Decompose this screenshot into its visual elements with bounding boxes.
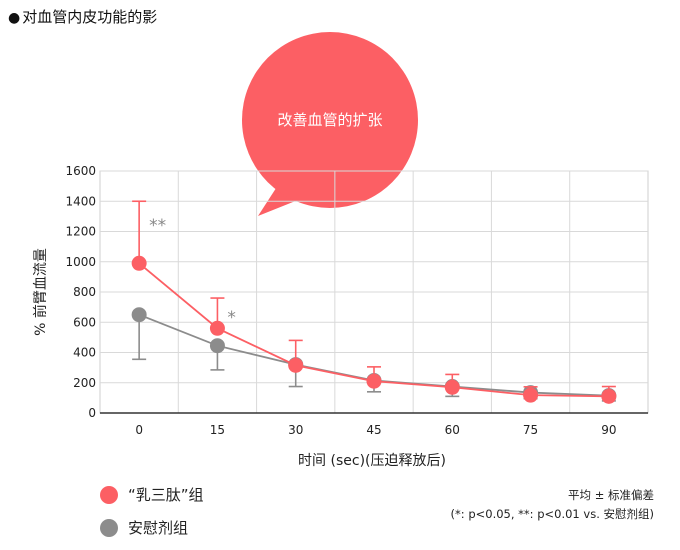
note-line-1: 平均 ± 标准偏差 xyxy=(568,488,654,502)
data-point-tripeptide xyxy=(523,387,539,403)
x-tick-label: 0 xyxy=(135,423,143,437)
significance-marker: * xyxy=(227,308,236,328)
page-title-text: 对血管内皮功能的影 xyxy=(22,8,158,26)
legend-dot-placebo xyxy=(100,518,118,537)
y-tick-label: 1600 xyxy=(65,164,96,178)
x-tick-label: 30 xyxy=(288,423,303,437)
title-bullet: ● xyxy=(8,10,21,26)
legend-item-placebo: 安慰剂组 xyxy=(100,515,204,540)
data-point-tripeptide xyxy=(444,379,460,395)
data-point-tripeptide xyxy=(131,255,147,271)
y-tick-label: 1000 xyxy=(65,255,96,269)
y-axis-label: % 前臂血流量 xyxy=(32,248,49,336)
x-tick-label: 45 xyxy=(366,423,381,437)
x-tick-label: 90 xyxy=(601,423,616,437)
legend: “乳三肽”组 安慰剂组 xyxy=(100,482,204,548)
legend-label-tripeptide: “乳三肽”组 xyxy=(128,486,204,504)
data-point-placebo xyxy=(131,307,147,323)
y-tick-label: 1400 xyxy=(65,194,96,208)
significance-marker: ** xyxy=(149,216,166,236)
legend-label-placebo: 安慰剂组 xyxy=(128,519,189,537)
x-tick-label: 75 xyxy=(523,423,538,437)
y-tick-label: 1200 xyxy=(65,225,96,239)
y-tick-label: 0 xyxy=(88,406,96,420)
statistics-note: 平均 ± 标准偏差 (*: p<0.05, **: p<0.01 vs. 安慰剂… xyxy=(451,486,654,524)
data-point-tripeptide xyxy=(209,320,225,336)
note-line-2: (*: p<0.05, **: p<0.01 vs. 安慰剂组) xyxy=(450,507,654,521)
plot-area: 0 200 400 600 800 1000 1200 1400 1600 0 15 30 45 60 75… xyxy=(65,164,649,437)
y-tick-label: 400 xyxy=(73,346,96,360)
callout-circle xyxy=(242,32,418,208)
page-title: ● 对血管内皮功能的影 xyxy=(8,6,157,27)
y-tick-label: 600 xyxy=(73,315,96,329)
data-point-placebo xyxy=(209,338,225,354)
y-tick-label: 200 xyxy=(73,376,96,390)
data-point-tripeptide xyxy=(288,357,304,373)
legend-dot-tripeptide xyxy=(100,485,118,504)
legend-item-tripeptide: “乳三肽”组 xyxy=(100,482,204,507)
data-point-tripeptide xyxy=(366,373,382,389)
x-tick-label: 15 xyxy=(210,423,225,437)
x-axis-label: 时间 (sec)(压迫释放后) xyxy=(298,453,446,469)
data-point-tripeptide xyxy=(601,388,617,404)
callout-bubble: 改善血管的扩张 xyxy=(242,32,418,216)
callout-text: 改善血管的扩张 xyxy=(277,111,382,129)
x-tick-label: 60 xyxy=(445,423,460,437)
y-tick-label: 800 xyxy=(73,285,96,299)
